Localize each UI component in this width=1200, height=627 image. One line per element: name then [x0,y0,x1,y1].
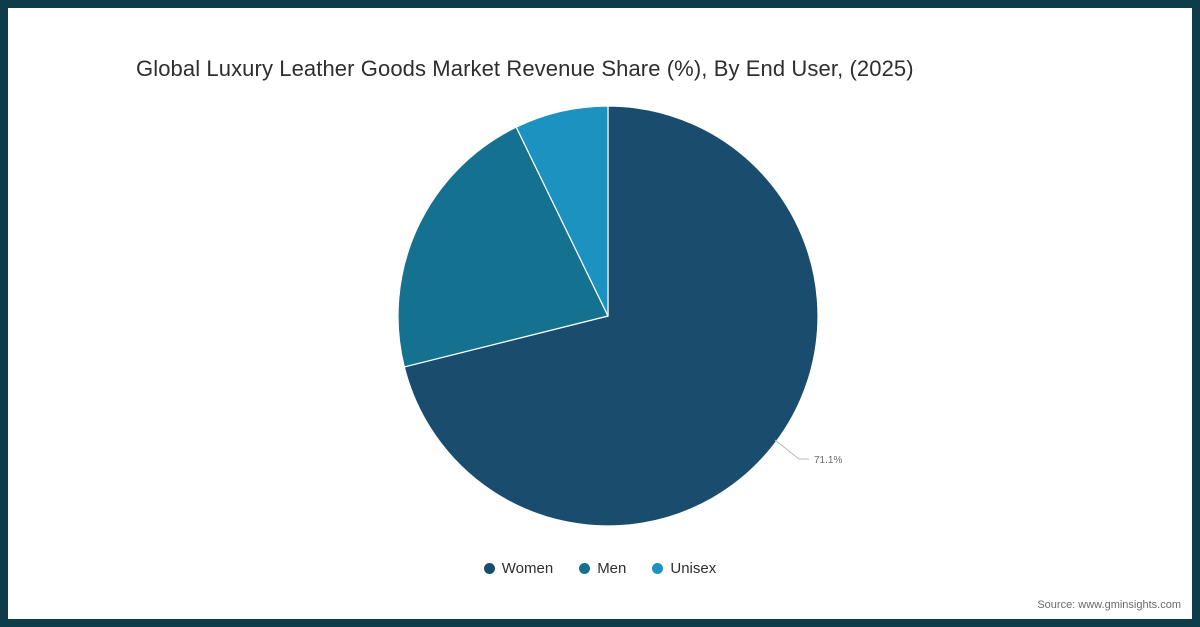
pie-slice-women[interactable] [403,105,819,527]
slice-label-women: 71.1% [814,455,842,466]
legend-item-men[interactable]: Men [579,560,626,577]
pie-slice-unisex[interactable] [515,105,609,317]
legend-item-unisex[interactable]: Unisex [652,560,716,577]
legend-label-women: Women [501,560,554,577]
legend-label-men: Men [597,560,627,577]
page-title: Global Luxury Leather Goods Market Reven… [136,56,914,81]
legend-item-women[interactable]: Women [483,560,554,577]
legend-swatch-men [579,563,591,574]
pie-chart-svg: 71.1% [397,105,842,527]
leader-line-women [774,439,809,460]
pie-slice-men[interactable] [397,126,609,368]
source-note: Source: www.gminsights.com [1037,599,1181,611]
chart-legend: Women Men Unisex [8,560,1192,577]
pie-chart-plot: 71.1% [8,8,1192,619]
pie-slices-group [397,105,819,527]
legend-label-unisex: Unisex [670,560,717,577]
pie-leader-lines-group: 71.1% [774,439,842,466]
legend-swatch-women [483,563,495,574]
legend-swatch-unisex [652,563,664,574]
